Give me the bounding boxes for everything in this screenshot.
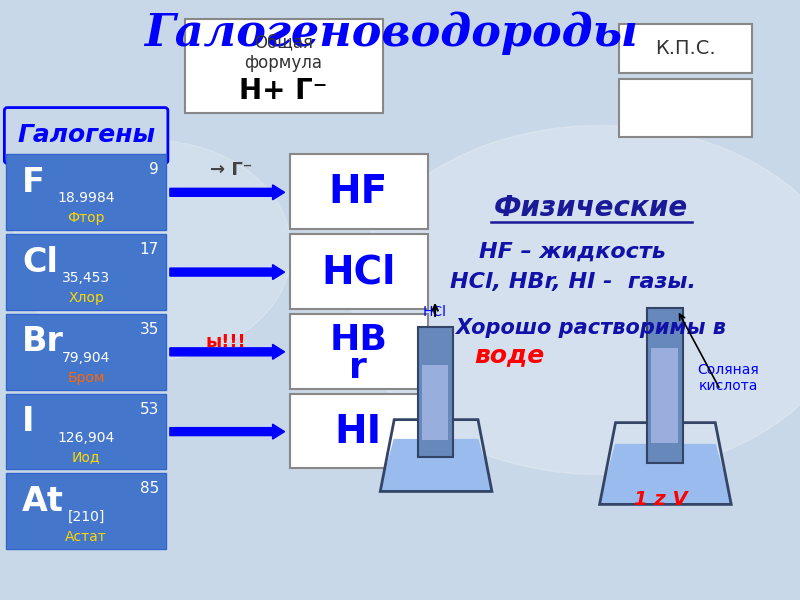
FancyBboxPatch shape [290, 154, 428, 229]
Text: 35: 35 [139, 322, 159, 337]
FancyBboxPatch shape [290, 234, 428, 309]
Text: [210]: [210] [67, 511, 105, 524]
Text: Галогеноводороды: Галогеноводороды [144, 11, 638, 55]
Text: F: F [22, 166, 45, 199]
Text: HF: HF [329, 173, 388, 211]
Text: 1 z V: 1 z V [634, 490, 687, 509]
Polygon shape [380, 440, 492, 491]
FancyBboxPatch shape [6, 314, 166, 390]
Text: Cl: Cl [22, 245, 58, 278]
Text: Галогены: Галогены [17, 124, 155, 148]
Text: 85: 85 [140, 481, 159, 496]
FancyBboxPatch shape [290, 314, 428, 389]
Text: Хорошо растворимы в: Хорошо растворимы в [455, 318, 726, 338]
FancyBboxPatch shape [4, 107, 168, 163]
Text: 53: 53 [139, 401, 159, 416]
Text: ы!!!: ы!!! [206, 333, 246, 351]
Bar [418, 327, 453, 457]
Text: HI: HI [334, 413, 382, 451]
FancyBboxPatch shape [6, 234, 166, 310]
Text: Н+ Г⁻: Н+ Г⁻ [239, 77, 328, 104]
Text: 9: 9 [149, 163, 159, 178]
Text: HCl, HBr, HI -  газы.: HCl, HBr, HI - газы. [450, 272, 696, 292]
Text: HCl: HCl [321, 253, 395, 291]
FancyBboxPatch shape [290, 394, 428, 469]
Text: I: I [22, 405, 35, 438]
Text: → Г⁻: → Г⁻ [210, 161, 252, 179]
Text: 17: 17 [140, 242, 159, 257]
Ellipse shape [12, 140, 291, 360]
Text: Бром: Бром [67, 371, 105, 385]
Polygon shape [599, 445, 731, 505]
Text: 18.9984: 18.9984 [58, 191, 115, 205]
Text: HCl: HCl [423, 305, 447, 319]
Text: HF – жидкость: HF – жидкость [479, 242, 666, 262]
FancyBboxPatch shape [185, 19, 383, 113]
Text: Br: Br [22, 325, 64, 358]
Text: 126,904: 126,904 [58, 431, 114, 445]
Text: воде: воде [474, 343, 544, 367]
FancyArrow shape [170, 344, 285, 359]
FancyArrow shape [170, 185, 285, 200]
FancyArrow shape [170, 424, 285, 439]
Text: r: r [350, 351, 367, 385]
Text: Фтор: Фтор [67, 211, 105, 225]
Bar [647, 308, 683, 463]
FancyBboxPatch shape [618, 79, 752, 137]
FancyBboxPatch shape [6, 394, 166, 469]
Ellipse shape [351, 125, 800, 475]
Text: 79,904: 79,904 [62, 351, 110, 365]
Bar [422, 365, 448, 440]
Text: Хлор: Хлор [68, 291, 104, 305]
Text: Соляная
кислота: Соляная кислота [698, 362, 759, 393]
Text: HB: HB [330, 323, 387, 357]
Text: At: At [22, 485, 64, 518]
Text: Астат: Астат [66, 530, 107, 544]
FancyBboxPatch shape [6, 473, 166, 549]
Text: К.П.С.: К.П.С. [655, 39, 716, 58]
Text: Иод: Иод [72, 451, 100, 464]
Text: 35,453: 35,453 [62, 271, 110, 285]
FancyBboxPatch shape [618, 24, 752, 73]
FancyArrow shape [170, 265, 285, 280]
Text: Физические: Физические [494, 194, 688, 222]
FancyBboxPatch shape [6, 154, 166, 230]
Text: Общая
формула: Общая формула [245, 34, 322, 72]
Bar [651, 348, 678, 443]
